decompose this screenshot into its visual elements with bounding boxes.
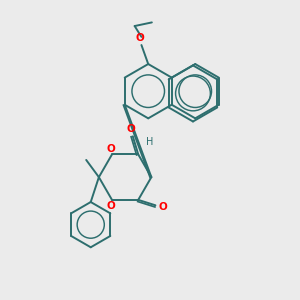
Text: O: O — [135, 33, 144, 43]
Text: O: O — [107, 143, 116, 154]
Text: O: O — [127, 124, 135, 134]
Text: O: O — [158, 202, 167, 212]
Text: H: H — [146, 137, 154, 147]
Text: O: O — [107, 201, 116, 211]
